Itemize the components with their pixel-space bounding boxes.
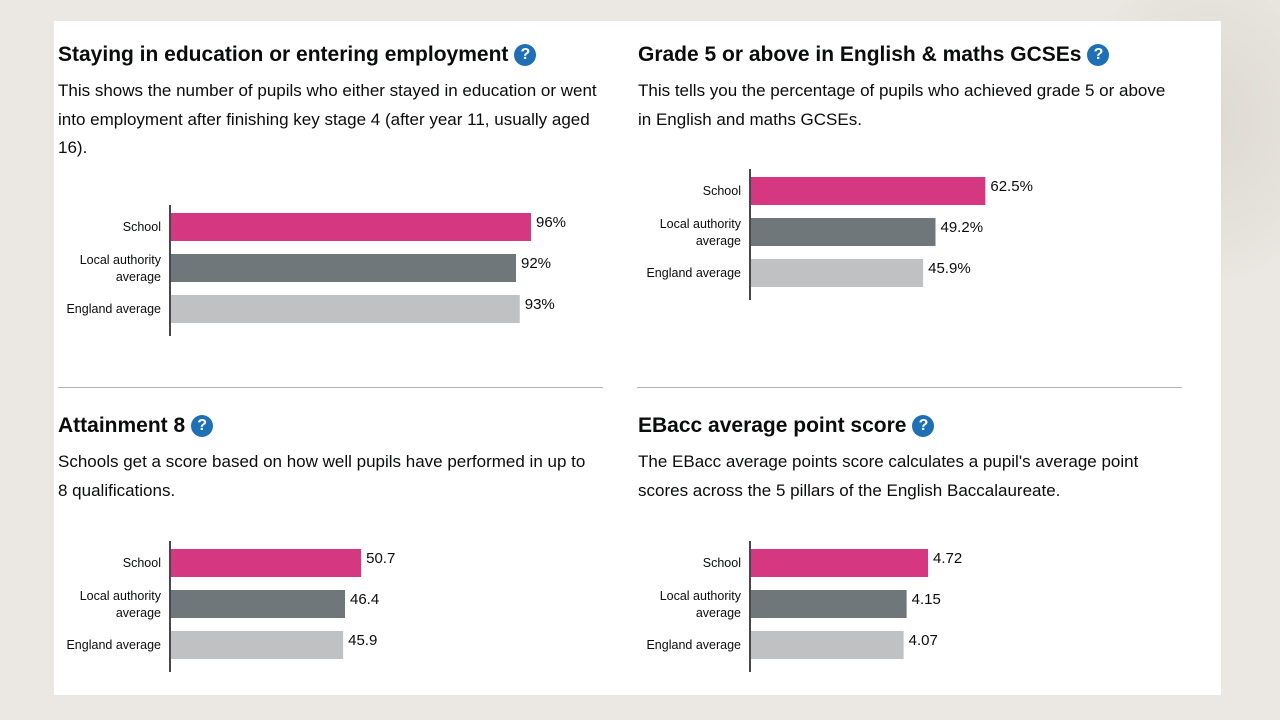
bar-value-label: 62.5% [990,178,1033,195]
panel-description: This shows the number of pupils who eith… [58,81,597,157]
bar-value-label: 46.4 [350,591,379,608]
panel-heading: Staying in education or entering employm… [58,43,603,67]
bar-value-label: 50.7 [366,550,395,567]
category-label: School [703,184,741,198]
bar-school [751,549,928,577]
panel-heading: EBacc average point score ? [638,414,1183,438]
help-icon[interactable]: ? [912,415,935,437]
panel-heading: Grade 5 or above in English & maths GCSE… [638,43,1183,67]
bar-value-label: 4.15 [912,591,941,608]
bar-value-label: 45.9% [928,260,971,277]
help-icon[interactable]: ? [514,44,537,66]
bar-value-label: 4.72 [933,550,962,567]
bar-school [171,213,531,241]
chart-attainment-8: 50.7 School 46.4 Local authority average 45.9… [66,541,395,672]
bar-local-authority [751,218,936,246]
category-label: Local authority average [80,253,162,284]
help-icon[interactable]: ? [1087,44,1110,66]
performance-card: Staying in education or entering employm… [54,21,1221,695]
category-label: School [703,556,741,570]
category-label: England average [66,302,161,316]
bar-value-label: 92% [521,255,551,272]
panel-staying-in-education: Staying in education or entering employm… [58,43,603,163]
panel-description: This tells you the percentage of pupils … [638,81,1166,129]
panel-title: EBacc average point score [638,414,907,437]
category-label: England average [66,638,161,652]
panel-ebacc-average-point-score: EBacc average point score ? The EBacc av… [638,414,1183,505]
category-label: England average [646,266,741,280]
bar-local-authority [171,590,345,618]
chart-ebacc-average-point-score: 4.72 School 4.15 Local authority average 4.07… [646,541,962,672]
panel-title: Staying in education or entering employm… [58,43,509,66]
bar-value-label: 93% [525,296,555,313]
category-label: Local authority average [660,589,742,620]
panel-title: Grade 5 or above in English & maths GCSE… [638,43,1082,66]
category-label: School [123,556,161,570]
section-divider [58,387,603,388]
panel-title: Attainment 8 [58,414,186,437]
category-label: Local authority average [80,589,162,620]
category-label: School [123,220,161,234]
panel-heading: Attainment 8 ? [58,414,603,438]
bar-england [171,295,520,323]
panel-description: The EBacc average points score calculate… [638,452,1139,500]
bar-school [751,177,986,205]
bar-value-label: 96% [536,214,566,231]
help-icon[interactable]: ? [191,415,214,437]
bar-england [751,259,924,287]
bar-local-authority [171,254,516,282]
bar-england [171,631,344,659]
category-label: England average [646,638,741,652]
chart-grade-5-english-maths: 62.5% School 49.2% Local authority average 45… [646,169,1033,300]
bar-local-authority [751,590,907,618]
chart-staying-in-education: 96% School 92% Local authority average 93% Eng… [66,205,566,336]
bar-value-label: 45.9 [348,632,377,649]
panel-grade-5-english-maths: Grade 5 or above in English & maths GCSE… [638,43,1183,134]
bar-england [751,631,904,659]
bar-value-label: 49.2% [941,219,984,236]
category-label: Local authority average [660,217,742,248]
panel-attainment-8: Attainment 8 ? Schools get a score based… [58,414,603,505]
panel-description: Schools get a score based on how well pu… [58,452,586,500]
bar-value-label: 4.07 [909,632,938,649]
section-divider [637,387,1182,388]
bar-school [171,549,362,577]
